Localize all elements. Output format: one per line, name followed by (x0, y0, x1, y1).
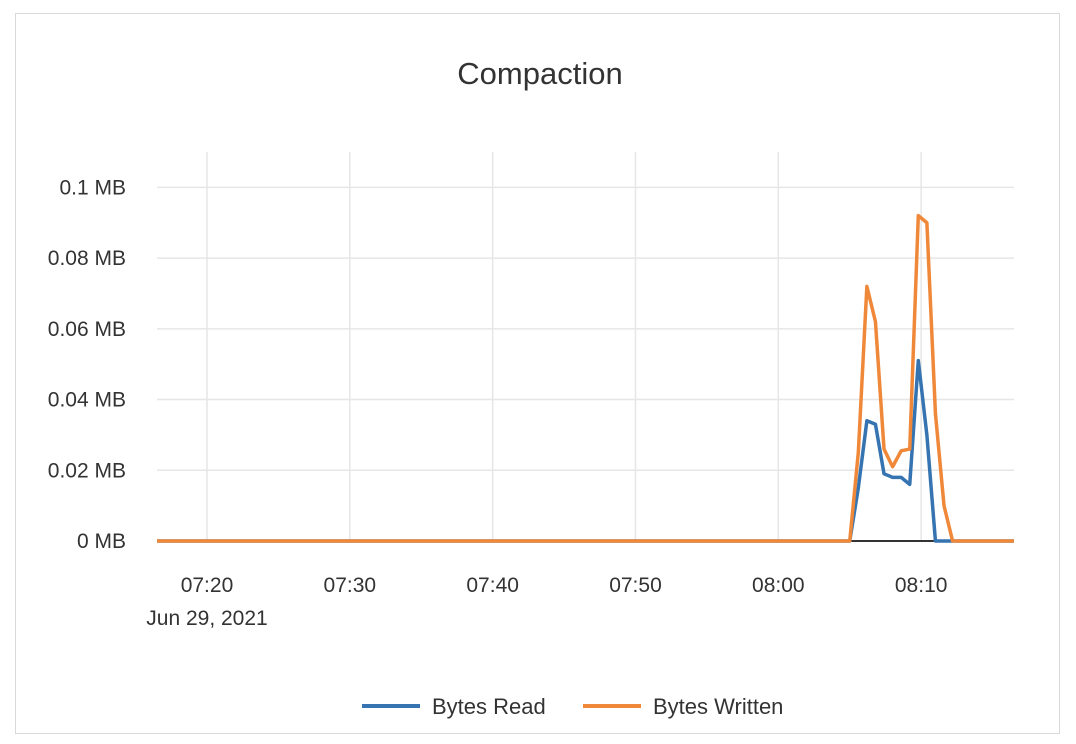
x-tick-label: 08:00 (752, 574, 805, 597)
y-tick-label: 0.06 MB (48, 318, 126, 341)
y-tick-label: 0.02 MB (48, 459, 126, 482)
chart-title: Compaction (457, 56, 622, 91)
x-tick-label: 08:10 (895, 574, 948, 597)
y-tick-label: 0 MB (77, 530, 126, 553)
y-tick-label: 0.08 MB (48, 247, 126, 270)
x-date-label: Jun 29, 2021 (146, 607, 267, 630)
x-tick-label: 07:50 (609, 574, 662, 597)
x-tick-label: 07:40 (466, 574, 519, 597)
y-tick-label: 0.1 MB (59, 176, 126, 199)
chart-panel (15, 13, 1060, 734)
legend-label[interactable]: Bytes Written (653, 694, 783, 719)
series-line-bytes-written (157, 213, 1014, 543)
x-tick-label: 07:30 (324, 574, 377, 597)
legend-label[interactable]: Bytes Read (432, 694, 546, 719)
x-tick-label: 07:20 (181, 574, 234, 597)
series-line-bytes-read (157, 358, 1014, 543)
y-tick-label: 0.04 MB (48, 389, 126, 412)
